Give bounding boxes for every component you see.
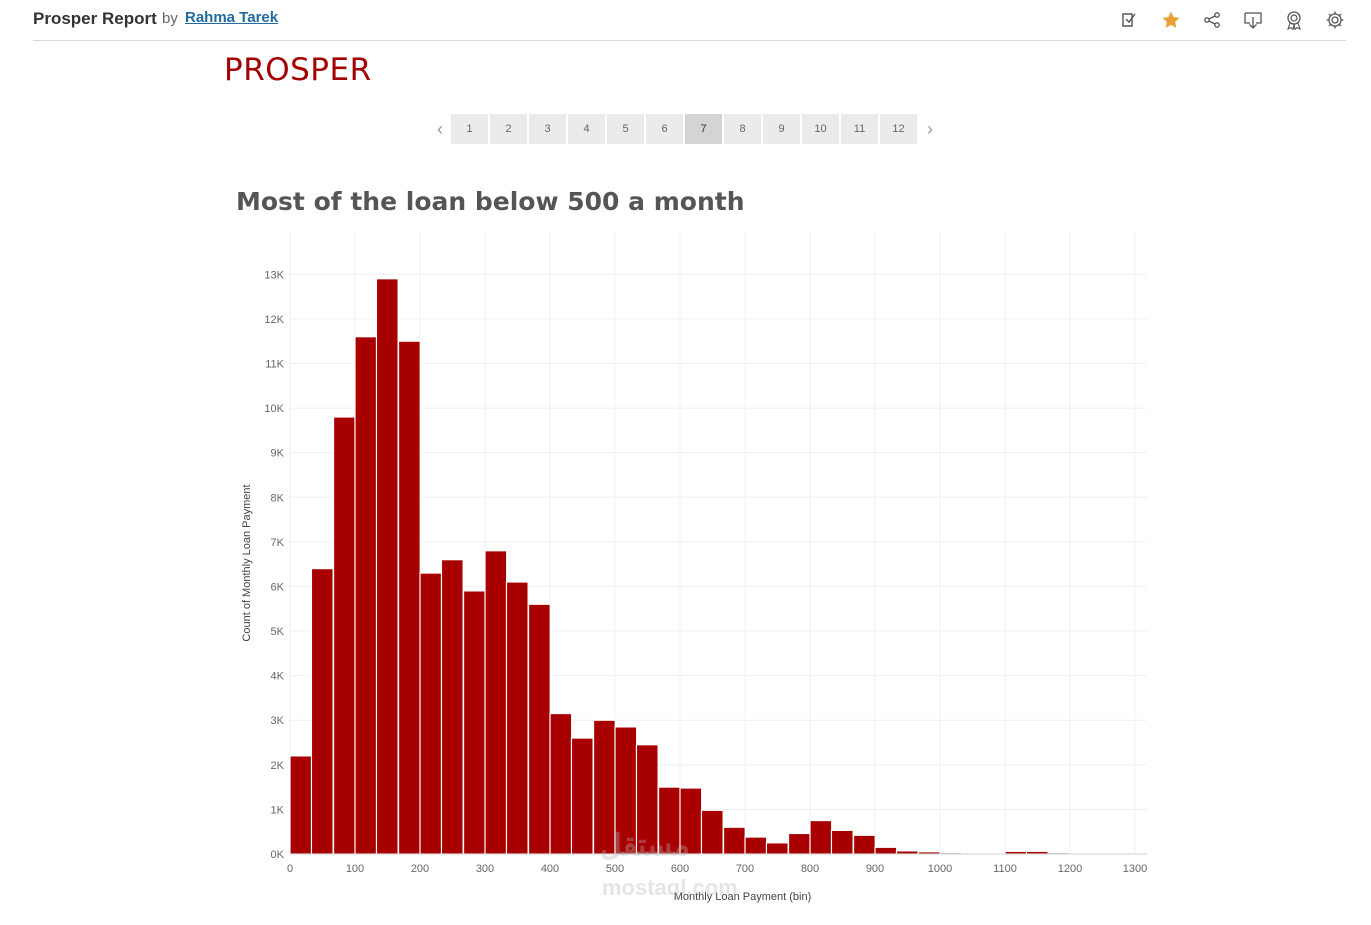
histogram-bar [852, 834, 876, 855]
page-button-8[interactable]: 8 [724, 114, 761, 144]
x-tick-label: 800 [801, 863, 819, 875]
histogram-bar [419, 572, 443, 855]
chevron-right-icon[interactable]: › [927, 118, 933, 139]
histogram-bar [354, 336, 378, 855]
watermark-url: mostaql.com [602, 875, 738, 900]
page-button-3[interactable]: 3 [529, 114, 566, 144]
chart-title: Most of the loan below 500 a month [236, 187, 745, 216]
histogram-bar [484, 550, 508, 855]
page-button-7[interactable]: 7 [685, 114, 722, 144]
badge-icon[interactable] [1282, 8, 1305, 31]
x-axis-label: Monthly Loan Payment (bin) [674, 891, 812, 903]
page-navigator: ‹ 1 2 3 4 5 6 7 8 9 10 11 12 › [429, 114, 941, 144]
y-tick-label: 6K [271, 581, 285, 593]
x-tick-label: 200 [411, 863, 429, 875]
histogram-bar [505, 581, 529, 855]
y-tick-label: 7K [271, 537, 285, 549]
watermark-logo: مستقل [600, 829, 690, 862]
x-tick-label: 700 [736, 863, 754, 875]
x-tick-label: 500 [606, 863, 624, 875]
x-tick-label: 300 [476, 863, 494, 875]
report-title: Prosper Report [33, 9, 157, 28]
page-button-9[interactable]: 9 [763, 114, 800, 144]
page-button-10[interactable]: 10 [802, 114, 839, 144]
histogram-bar [289, 755, 313, 855]
y-tick-label: 0K [271, 849, 285, 861]
y-tick-label: 11K [265, 358, 284, 370]
y-tick-label: 9K [271, 448, 285, 460]
histogram-bar [397, 340, 421, 855]
histogram-bar [700, 809, 724, 855]
page-list: 1 2 3 4 5 6 7 8 9 10 11 12 [451, 114, 919, 144]
page-button-1[interactable]: 1 [451, 114, 488, 144]
histogram-bar [527, 603, 551, 855]
histogram-bar [310, 568, 334, 855]
x-tick-label: 100 [346, 863, 364, 875]
y-tick-label: 10K [264, 403, 284, 415]
page-button-4[interactable]: 4 [568, 114, 605, 144]
histogram-bar [549, 712, 573, 855]
histogram-bar [462, 590, 486, 855]
histogram-bar [440, 559, 464, 855]
x-tick-label: 400 [541, 863, 559, 875]
histogram-bar [570, 737, 594, 855]
edit-icon[interactable] [1118, 8, 1141, 31]
star-icon[interactable] [1159, 8, 1182, 31]
x-tick-label: 600 [671, 863, 689, 875]
histogram-bar [375, 278, 399, 855]
x-tick-label: 900 [866, 863, 884, 875]
histogram-chart: 0K 1K 2K 3K 4K 5K 6K 7K 8K 9K 10K 11K 12K 13K 0 100 200 3… [241, 232, 1147, 903]
x-tick-label: 1300 [1123, 863, 1147, 875]
share-icon[interactable] [1200, 8, 1223, 31]
brand-title: PROSPER [224, 52, 372, 88]
y-tick-label: 2K [271, 760, 285, 772]
chevron-left-icon[interactable]: ‹ [437, 118, 443, 139]
settings-icon[interactable] [1323, 8, 1346, 31]
y-tick-label: 8K [271, 492, 285, 504]
histogram-bar [809, 819, 833, 855]
author-link[interactable]: Rahma Tarek [185, 9, 279, 26]
header-bar: Prosper Report by Rahma Tarek [33, 0, 1346, 41]
page-button-2[interactable]: 2 [490, 114, 527, 144]
page-button-5[interactable]: 5 [607, 114, 644, 144]
histogram-bar [332, 416, 356, 855]
y-tick-label: 1K [271, 804, 285, 816]
histogram-bar [744, 836, 768, 855]
x-tick-label: 1000 [928, 863, 952, 875]
y-tick-label: 4K [271, 671, 285, 683]
y-tick-label: 3K [271, 715, 285, 727]
toolbar-icons [1118, 8, 1346, 31]
page-button-12[interactable]: 12 [880, 114, 917, 144]
histogram-bar [722, 826, 746, 855]
x-tick-label: 1100 [993, 863, 1017, 875]
histogram-bar [765, 842, 789, 855]
x-tick-label: 0 [287, 863, 293, 875]
y-tick-label: 5K [271, 626, 285, 638]
y-axis-label: Count of Monthly Loan Payment [241, 484, 253, 641]
by-label: by [162, 10, 178, 27]
histogram-bar [787, 832, 811, 855]
histogram-bar [874, 846, 898, 855]
x-tick-label: 1200 [1058, 863, 1082, 875]
page-button-11[interactable]: 11 [841, 114, 878, 144]
histogram-bar [830, 829, 854, 855]
page-button-6[interactable]: 6 [646, 114, 683, 144]
download-icon[interactable] [1241, 8, 1264, 31]
y-tick-label: 12K [264, 314, 284, 326]
y-tick-label: 13K [264, 269, 284, 281]
